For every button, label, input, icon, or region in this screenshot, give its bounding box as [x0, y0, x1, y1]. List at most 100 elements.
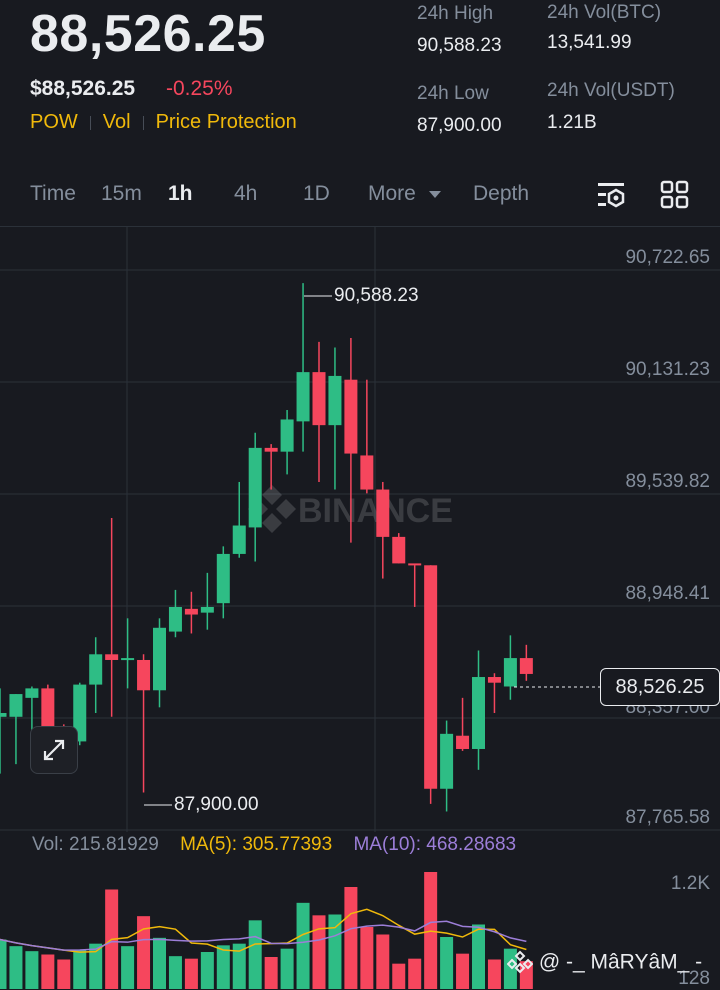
tab-4h[interactable]: 4h: [234, 182, 258, 205]
binance-watermark: BINANCE: [248, 485, 453, 533]
volume-bar: [57, 959, 71, 989]
caret-down-icon: [428, 191, 441, 199]
grid-layout-icon[interactable]: [660, 180, 690, 215]
volume-bar: [200, 952, 214, 989]
y-tick: 88,948.41: [625, 583, 710, 604]
candle-body[interactable]: [200, 606, 214, 613]
tab-1h[interactable]: 1h: [168, 182, 193, 205]
binance-logo-icon: [506, 950, 534, 974]
candle-body[interactable]: [232, 525, 246, 554]
candle-body[interactable]: [248, 447, 262, 528]
candlestick-chart[interactable]: BINANCE 90,722.65 90,131.23 89,539.82 88…: [0, 226, 720, 832]
vol-ma10: MA(10): 468.28683: [353, 834, 517, 855]
candle-body[interactable]: [503, 658, 517, 687]
candle-body[interactable]: [456, 735, 470, 749]
candle-body[interactable]: [105, 654, 119, 660]
volume-bar: [360, 927, 374, 989]
volume-bar: [232, 943, 246, 989]
volume-bar: [328, 914, 342, 989]
indicator-settings-icon[interactable]: [596, 180, 628, 215]
volume-bar: [9, 946, 23, 989]
y-tick: 89,539.82: [625, 471, 710, 492]
volume-bar: [440, 937, 454, 989]
vol-usdt-label: 24h Vol(USDT): [547, 80, 675, 101]
tab-depth[interactable]: Depth: [473, 182, 530, 205]
interval-toolbar: Time 15m 1h 4h 1D More Depth: [0, 168, 720, 224]
volume-bar: [456, 953, 470, 989]
candle-body[interactable]: [9, 694, 23, 717]
volume-bar: [376, 934, 390, 989]
low-marker-label: 87,900.00: [174, 794, 259, 815]
candle-body[interactable]: [216, 553, 230, 604]
candle-body[interactable]: [73, 684, 87, 742]
candle-body[interactable]: [121, 658, 135, 661]
candle-body[interactable]: [376, 489, 390, 537]
candle-body[interactable]: [344, 379, 358, 454]
more-label: More: [368, 182, 416, 205]
volume-bar: [296, 902, 310, 989]
candle-body[interactable]: [472, 677, 485, 749]
volume-bar: [344, 887, 358, 989]
candle-body[interactable]: [360, 455, 374, 490]
tag-vol[interactable]: Vol: [102, 111, 131, 133]
tag-divider: [142, 115, 144, 130]
tag-pow[interactable]: POW: [30, 111, 78, 133]
candle-body[interactable]: [137, 659, 151, 691]
vol-usdt-value: 1.21B: [547, 112, 597, 133]
volume-chart: [0, 872, 533, 989]
volume-axis-bottom: 128: [678, 968, 710, 989]
tab-more[interactable]: More: [368, 182, 442, 206]
candle-body[interactable]: [0, 713, 7, 717]
volume-bar: [184, 958, 198, 989]
usd-price: $88,526.25: [30, 77, 136, 100]
candle-body[interactable]: [25, 688, 39, 698]
current-price-tag[interactable]: 88,526.25: [600, 668, 720, 706]
expand-chart-button[interactable]: [30, 726, 78, 774]
volume-axis-top: 1.2K: [670, 873, 710, 894]
volume-bar: [0, 939, 7, 989]
chart-canvas: BINANCE: [0, 227, 720, 832]
candle-body[interactable]: [487, 677, 501, 683]
volume-bar: [121, 946, 135, 989]
volume-bar: [89, 943, 103, 989]
price-change: -0.25%: [166, 77, 233, 100]
candle-body[interactable]: [424, 565, 438, 789]
low-value: 87,900.00: [417, 115, 502, 136]
candle-body[interactable]: [264, 447, 278, 452]
volume-legend: Vol: 215.81929 MA(5): 305.77393 MA(10): …: [32, 834, 516, 856]
candle-body[interactable]: [408, 563, 422, 566]
tab-time[interactable]: Time: [30, 182, 76, 205]
high-marker-label: 90,588.23: [334, 285, 419, 306]
candle-body[interactable]: [280, 419, 294, 452]
volume-bar: [408, 958, 422, 989]
tag-price-protection[interactable]: Price Protection: [155, 111, 297, 133]
candle-body[interactable]: [392, 536, 406, 564]
candle-body[interactable]: [296, 372, 310, 422]
candle-body[interactable]: [184, 608, 198, 615]
last-price: 88,526.25: [30, 5, 266, 63]
expand-icon: [43, 739, 65, 761]
volume-bar: [73, 949, 87, 989]
tab-15m[interactable]: 15m: [101, 182, 142, 205]
volume-bar: [248, 920, 262, 989]
candle-body[interactable]: [519, 658, 533, 674]
user-watermark: @ -_ MâRYâM_ -: [506, 950, 703, 976]
volume-bar: [41, 954, 55, 989]
candle-body[interactable]: [153, 627, 166, 691]
vol-btc-label: 24h Vol(BTC): [547, 2, 662, 23]
vol-btc-value: 13,541.99: [547, 32, 632, 53]
y-tick: 87,765.58: [625, 807, 710, 828]
candle-body[interactable]: [312, 372, 326, 426]
watermark-text: @ -_ MâRYâM_ -: [538, 950, 703, 974]
vol-ma5: MA(5): 305.77393: [180, 834, 333, 855]
high-value: 90,588.23: [417, 35, 502, 56]
candle-body[interactable]: [89, 654, 103, 685]
candle-body[interactable]: [41, 688, 55, 732]
tab-1d[interactable]: 1D: [303, 182, 330, 205]
candle-body[interactable]: [168, 606, 182, 632]
volume-bar: [153, 937, 166, 989]
candle-body[interactable]: [440, 733, 454, 789]
high-label: 24h High: [417, 3, 494, 24]
candle-body[interactable]: [328, 375, 342, 426]
tag-divider: [89, 115, 91, 130]
